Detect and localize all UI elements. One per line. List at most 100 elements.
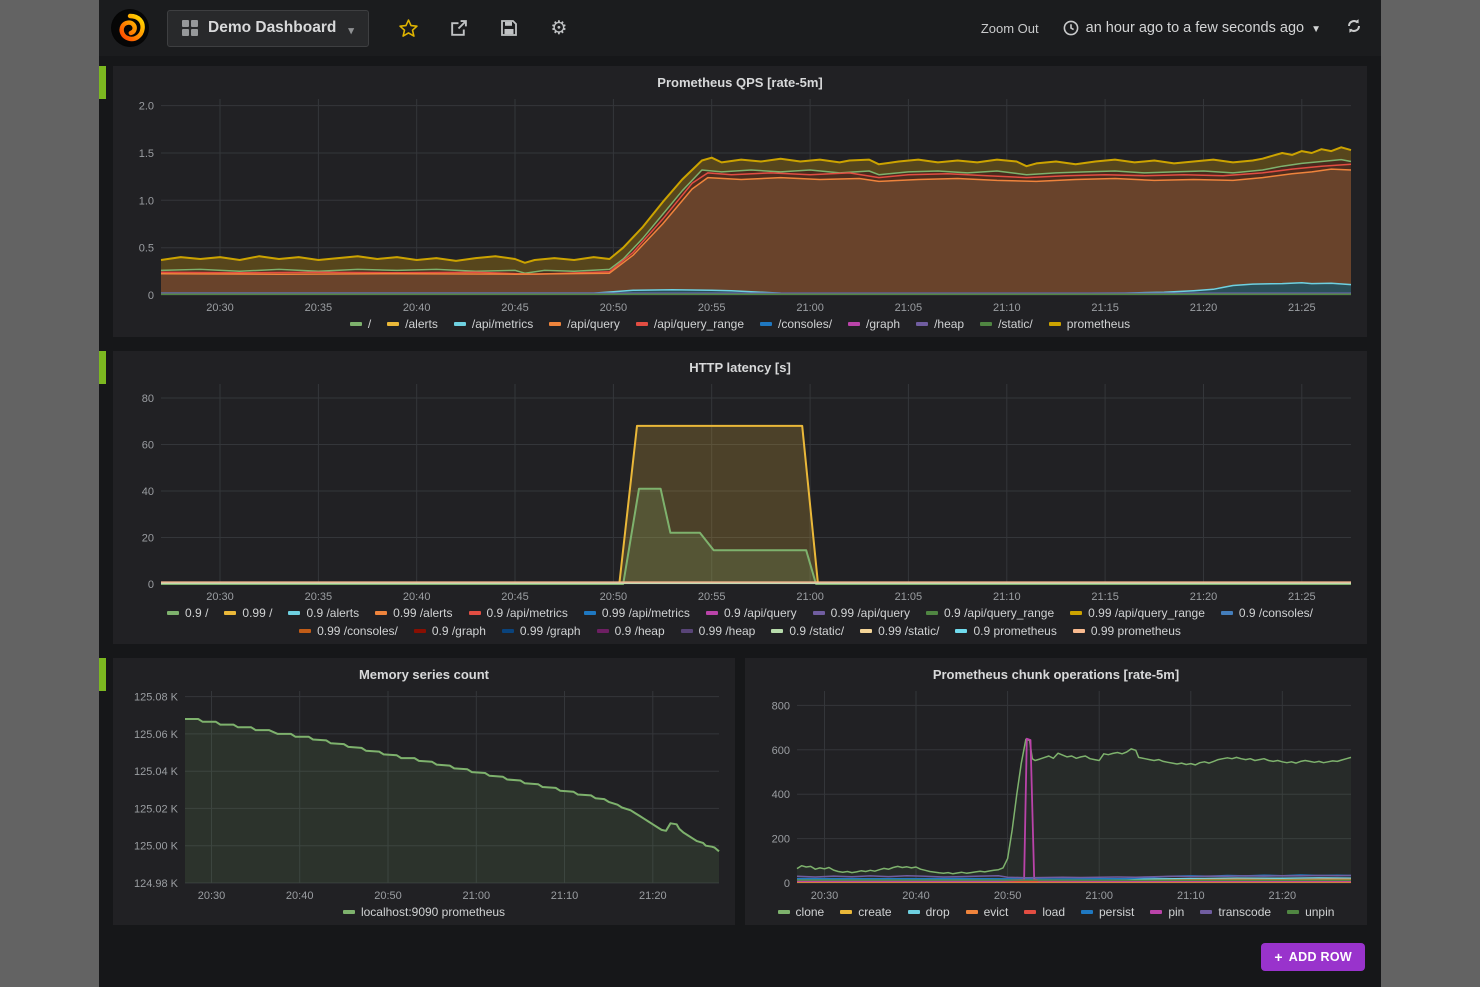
legend-label: 0.9 /consoles/ (1238, 606, 1313, 620)
legend-item[interactable]: 0.9 /api/query_range (926, 606, 1054, 620)
legend-label: 0.9 /api/query (723, 606, 797, 620)
panel-title[interactable]: HTTP latency [s] (689, 360, 791, 375)
star-icon[interactable] (399, 18, 419, 38)
legend-item[interactable]: 0.9 /alerts (288, 606, 359, 620)
legend-label: 0.9 /graph (431, 624, 486, 638)
legend-item[interactable]: 0.99 /alerts (375, 606, 453, 620)
legend-item[interactable]: /api/metrics (453, 317, 533, 331)
legend-label: create (858, 905, 892, 919)
svg-text:0: 0 (148, 290, 154, 302)
svg-text:21:20: 21:20 (1269, 890, 1297, 902)
legend-item[interactable]: /api/query (549, 317, 620, 331)
top-navbar: Demo Dashboard ▾ ⚙ Zoom (99, 0, 1381, 56)
legend-label: 0.99 prometheus (1090, 624, 1181, 638)
legend-item[interactable]: 0.99 /api/query_range (1070, 606, 1205, 620)
add-row-button[interactable]: + ADD ROW (1261, 943, 1365, 971)
legend-item[interactable]: localhost:9090 prometheus (342, 905, 505, 919)
legend-label: 0.9 /api/metrics (486, 606, 568, 620)
legend-item[interactable]: pin (1150, 905, 1184, 919)
legend-item[interactable]: 0.99 /static/ (860, 624, 939, 638)
plus-icon: + (1274, 949, 1283, 965)
legend-item[interactable]: 0.99 /graph (501, 624, 581, 638)
grafana-logo-icon[interactable] (111, 9, 149, 47)
legend-swatch (413, 629, 426, 633)
svg-text:21:10: 21:10 (993, 591, 1021, 603)
legend-item[interactable]: 0.9 /heap (596, 624, 665, 638)
panel-prometheus-qps: Prometheus QPS [rate-5m] 20:30 20:35 20:40… (113, 66, 1367, 337)
time-range-picker[interactable]: an hour ago to a few seconds ago ▼ (1063, 20, 1321, 36)
panel-title[interactable]: Prometheus chunk operations [rate-5m] (932, 667, 1180, 682)
legend-item[interactable]: drop (907, 905, 950, 919)
svg-text:20:50: 20:50 (600, 302, 628, 314)
legend-item[interactable]: 0.9 / (167, 606, 208, 620)
legend-item[interactable]: load (1024, 905, 1065, 919)
row-drag-handle[interactable] (99, 351, 106, 384)
legend-swatch (635, 322, 648, 326)
legend-item[interactable]: /static/ (980, 317, 1033, 331)
legend-item[interactable]: transcode (1200, 905, 1271, 919)
svg-text:21:00: 21:00 (796, 302, 824, 314)
svg-text:21:05: 21:05 (895, 302, 923, 314)
legend-label: transcode (1218, 905, 1272, 919)
legend-label: / (367, 317, 372, 331)
row-drag-handle[interactable] (99, 658, 106, 691)
legend-label: unpin (1305, 905, 1335, 919)
legend-item[interactable]: create (840, 905, 892, 919)
legend-swatch (907, 910, 920, 914)
legend-item[interactable]: prometheus (1048, 317, 1130, 331)
legend-item[interactable]: 0.99 /api/metrics (583, 606, 690, 620)
legend-item[interactable]: /api/query_range (635, 317, 744, 331)
legend-item[interactable]: unpin (1287, 905, 1334, 919)
legend-item[interactable]: persist (1081, 905, 1134, 919)
legend-item[interactable]: clone (777, 905, 824, 919)
legend-item[interactable]: 0.99 / (224, 606, 272, 620)
legend-label: /heap (934, 317, 965, 331)
legend-swatch (1024, 910, 1037, 914)
legend-label: /api/query (567, 317, 620, 331)
legend-label: 0.99 /static/ (878, 624, 940, 638)
share-icon[interactable] (449, 18, 469, 38)
svg-text:20:30: 20:30 (206, 591, 234, 603)
gear-icon[interactable]: ⚙ (550, 17, 568, 39)
svg-text:20:50: 20:50 (374, 890, 402, 902)
svg-text:21:00: 21:00 (1085, 890, 1113, 902)
legend-swatch (965, 910, 978, 914)
dashboard-picker-button[interactable]: Demo Dashboard ▾ (167, 9, 369, 47)
legend-item[interactable]: 0.99 /heap (680, 624, 755, 638)
legend-item[interactable]: 0.99 /api/query (812, 606, 911, 620)
legend-item[interactable]: 0.9 prometheus (955, 624, 1057, 638)
legend-item[interactable]: 0.9 /api/metrics (468, 606, 568, 620)
legend-item[interactable]: 0.99 prometheus (1072, 624, 1181, 638)
legend-item[interactable]: /alerts (387, 317, 438, 331)
refresh-icon[interactable] (1345, 17, 1363, 40)
legend-swatch (840, 910, 853, 914)
legend-item[interactable]: 0.9 /consoles/ (1220, 606, 1313, 620)
legend-swatch (777, 910, 790, 914)
legend-label: 0.99 / (242, 606, 273, 620)
svg-text:20:40: 20:40 (403, 302, 431, 314)
chunk-ops-legend: clone create drop evict load persist pin transc… (753, 903, 1359, 923)
legend-item[interactable]: /consoles/ (760, 317, 832, 331)
legend-item[interactable]: 0.9 /graph (413, 624, 486, 638)
legend-item[interactable]: 0.9 /static/ (771, 624, 844, 638)
panel-title[interactable]: Memory series count (358, 667, 490, 682)
legend-item[interactable]: 0.9 /api/query (705, 606, 797, 620)
legend-item[interactable]: / (349, 317, 372, 331)
row-drag-handle[interactable] (99, 66, 106, 99)
panel-title[interactable]: Prometheus QPS [rate-5m] (657, 75, 823, 90)
zoom-out-button[interactable]: Zoom Out (980, 20, 1039, 36)
svg-text:0: 0 (784, 878, 790, 890)
legend-item[interactable]: evict (965, 905, 1008, 919)
clock-icon (1063, 20, 1079, 36)
svg-text:21:00: 21:00 (796, 591, 824, 603)
chevron-down-icon: ▾ (348, 24, 354, 37)
legend-item[interactable]: 0.99 /consoles/ (299, 624, 398, 638)
svg-text:21:10: 21:10 (1177, 890, 1205, 902)
legend-label: 0.99 /api/query (830, 606, 911, 620)
legend-item[interactable]: /graph (848, 317, 900, 331)
legend-item[interactable]: /heap (916, 317, 964, 331)
legend-label: 0.9 prometheus (973, 624, 1057, 638)
svg-text:1.5: 1.5 (139, 148, 154, 160)
save-icon[interactable] (499, 18, 519, 38)
legend-swatch (167, 611, 180, 615)
